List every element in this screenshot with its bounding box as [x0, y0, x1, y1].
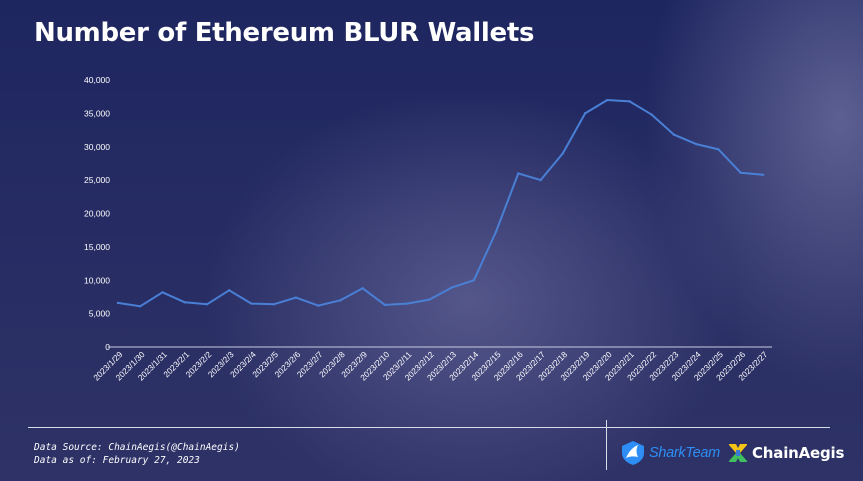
data-point: [761, 173, 765, 176]
y-tick-label: 30,000: [84, 142, 110, 152]
data-source-note: Data Source: ChainAegis(@ChainAegis) Dat…: [34, 441, 240, 467]
y-tick-label: 35,000: [84, 108, 110, 118]
data-point: [161, 291, 164, 294]
data-point: [539, 178, 542, 182]
data-point: [294, 296, 298, 299]
chainaegis-logo: ChainAegis: [727, 441, 844, 465]
data-point: [494, 230, 498, 233]
data-point: [272, 303, 275, 306]
chart-title: Number of Ethereum BLUR Wallets: [34, 18, 535, 48]
data-point: [695, 142, 698, 146]
y-tick-label: 20,000: [84, 209, 110, 219]
data-point: [583, 112, 587, 115]
data-point: [450, 286, 453, 289]
data-point: [228, 289, 231, 292]
data-point: [628, 100, 631, 103]
data-point: [116, 301, 120, 305]
data-point: [250, 302, 253, 305]
y-tick-label: 5,000: [89, 309, 111, 319]
y-tick-label: 10,000: [84, 275, 110, 285]
data-point: [517, 172, 520, 175]
sharkteam-wordmark: SharkTeam: [649, 445, 720, 461]
series-points: [116, 98, 765, 308]
data-point: [650, 113, 653, 116]
line-chart: 0 5,000 10,000 15,000 20,000 25,000 30,000 35,0…: [84, 75, 772, 382]
sharkteam-logo: SharkTeam: [620, 440, 720, 466]
y-axis: 0 5,000 10,000 15,000 20,000 25,000 30,000 35,0…: [84, 75, 110, 352]
data-point: [316, 304, 320, 307]
y-tick-label: 0: [105, 342, 110, 352]
data-point: [606, 98, 609, 102]
data-point: [561, 152, 565, 155]
data-point: [739, 171, 742, 174]
y-tick-label: 40,000: [84, 75, 110, 85]
data-point: [183, 301, 186, 304]
data-point: [672, 133, 676, 136]
data-point: [361, 287, 364, 290]
data-point: [339, 299, 342, 302]
footer-vertical-divider: [606, 420, 607, 470]
data-point: [472, 279, 476, 282]
series-line: [117, 99, 764, 308]
shark-fin-icon: [622, 441, 644, 465]
y-tick-label: 25,000: [84, 175, 110, 185]
x-axis: 2023/1/292023/1/302023/1/312023/2/12023/…: [91, 349, 769, 382]
data-source-line: Data Source: ChainAegis(@ChainAegis): [34, 442, 240, 453]
data-point: [383, 303, 387, 307]
data-point: [428, 298, 431, 301]
footer-divider: [28, 427, 830, 428]
chainaegis-emblem-icon: [729, 444, 747, 462]
data-point: [139, 305, 142, 308]
data-point: [405, 302, 409, 305]
data-point: [717, 148, 720, 151]
data-date-line: Data as of: February 27, 2023: [34, 455, 200, 466]
data-point: [205, 303, 209, 306]
y-tick-label: 15,000: [84, 242, 110, 252]
chainaegis-wordmark: ChainAegis: [752, 444, 845, 462]
